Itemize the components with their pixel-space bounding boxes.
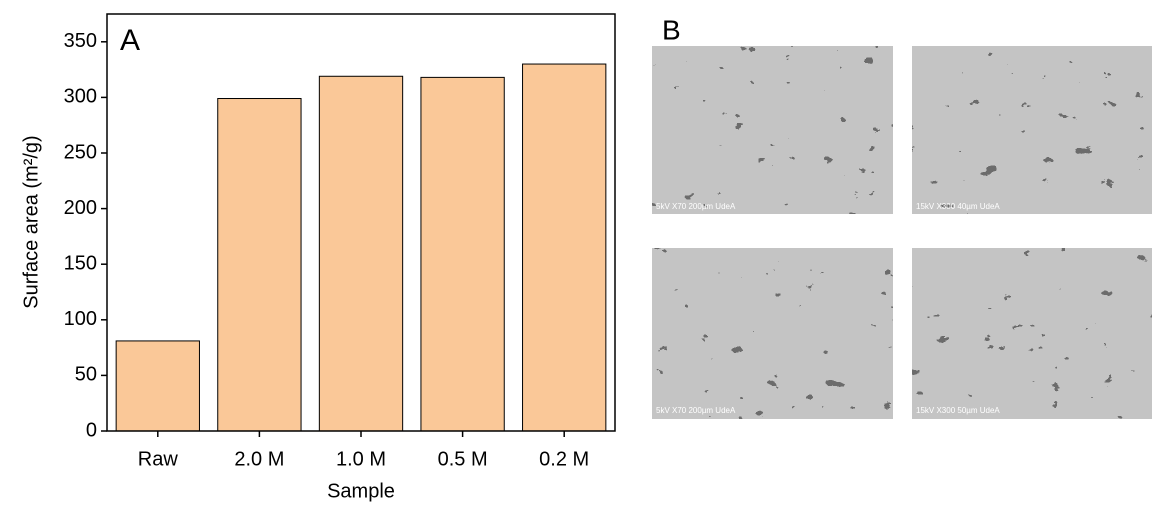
bar — [420, 76, 505, 432]
y-tick-label: 100 — [64, 308, 97, 330]
y-tick-label: 250 — [64, 141, 97, 163]
bar — [318, 75, 404, 432]
sem-image — [912, 248, 1152, 419]
image-caption: 15kV X300 40µm UdeA — [916, 202, 1000, 211]
micrographs: 5kV X70 200µm UdeA 15kV X300 40µm UdeA 5… — [652, 46, 1152, 419]
sem-image — [652, 248, 893, 419]
y-tick-label: 150 — [64, 252, 97, 274]
x-axis-label: Sample — [327, 480, 395, 502]
x-tick-label: Raw — [138, 448, 179, 470]
y-tick-label: 300 — [64, 86, 97, 108]
panel-label: B — [662, 14, 681, 45]
panel-label: A — [120, 24, 140, 57]
bar — [522, 63, 607, 432]
x-tick-label: 1.0 M — [336, 448, 386, 470]
image-caption: 5kV X70 200µm UdeA — [656, 406, 736, 415]
y-tick-label: 200 — [64, 197, 97, 219]
bar — [115, 340, 200, 432]
y-tick-label: 0 — [86, 419, 97, 441]
y-tick-label: 50 — [75, 364, 97, 386]
bar — [217, 98, 302, 432]
x-tick-label: 0.2 M — [539, 448, 589, 470]
sem-image — [912, 46, 1152, 214]
sem-image — [652, 46, 893, 214]
plot-frame — [106, 13, 616, 432]
y-tick-label: 350 — [64, 30, 97, 52]
image-caption: 5kV X70 200µm UdeA — [656, 202, 736, 211]
image-caption: 15kV X300 50µm UdeA — [916, 406, 1000, 415]
x-tick-label: 2.0 M — [234, 448, 284, 470]
x-tick-label: 0.5 M — [438, 448, 488, 470]
y-axis-label: Surface area (m²/g) — [20, 135, 42, 308]
